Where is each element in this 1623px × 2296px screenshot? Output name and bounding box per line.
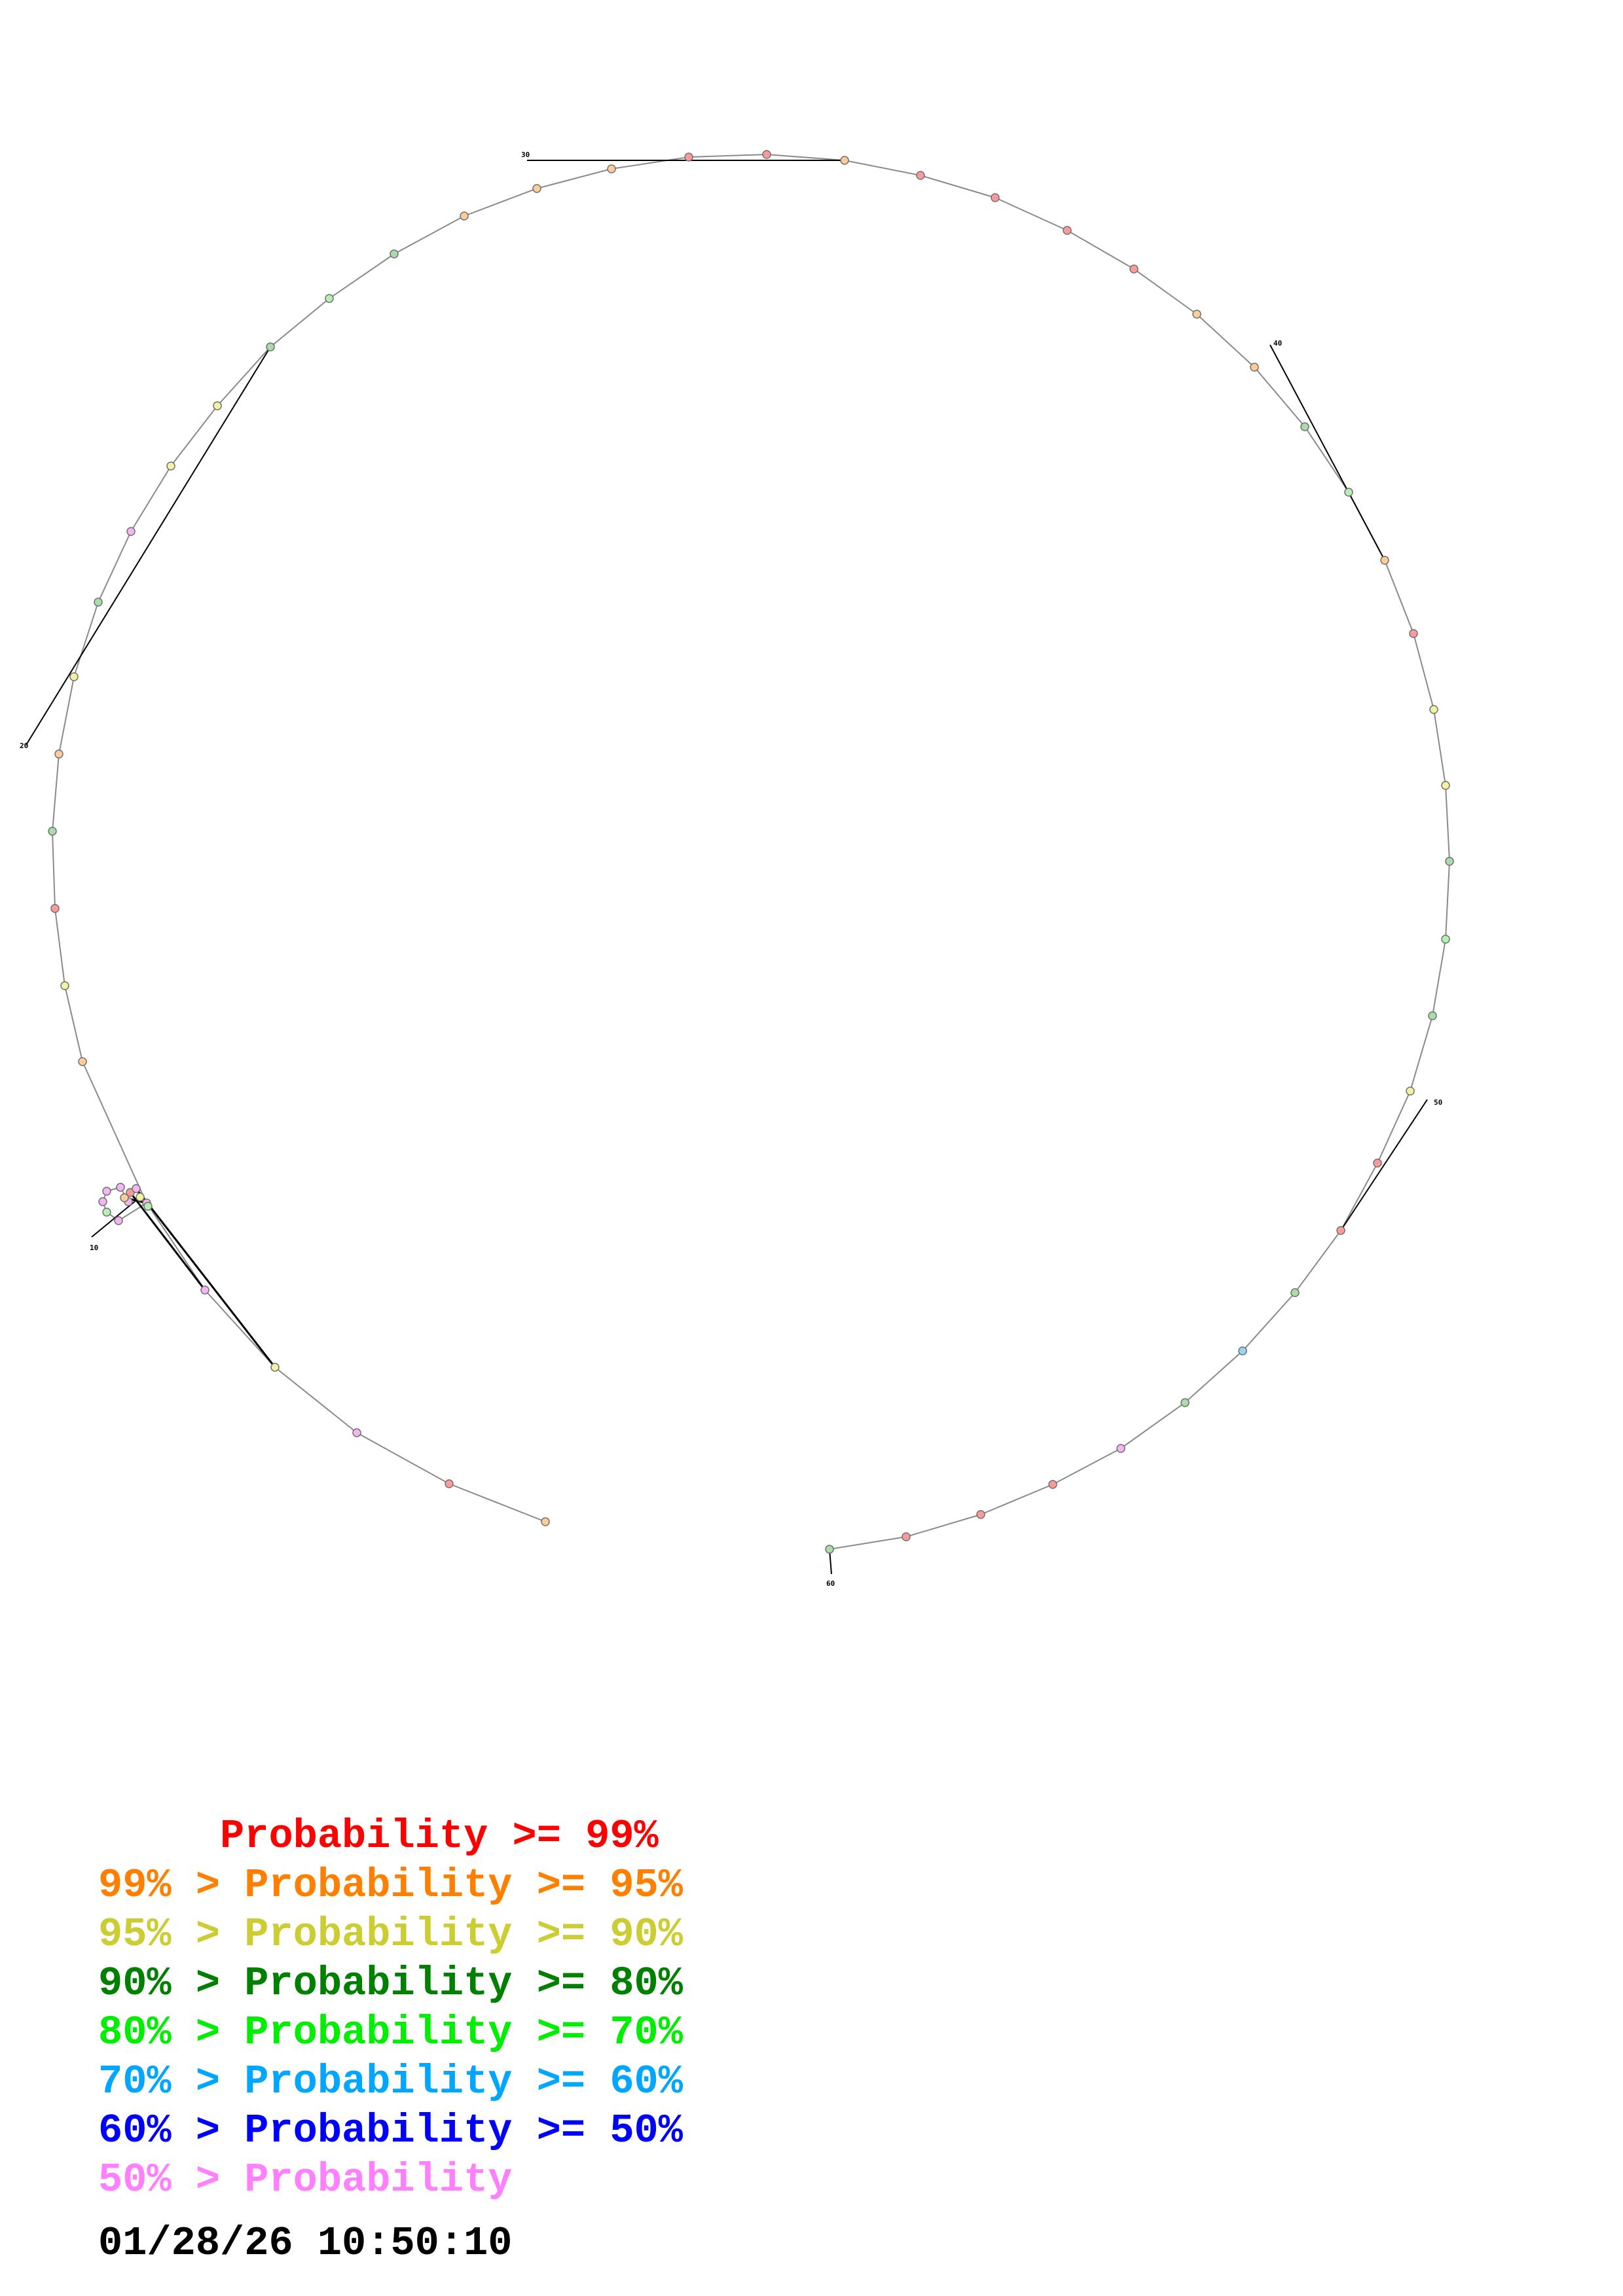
position-label: 40 — [1273, 339, 1282, 348]
legend-row-4: 90% > Probability >= 80% — [98, 1960, 683, 2007]
nucleotide — [213, 401, 222, 410]
nucleotide — [200, 1285, 210, 1295]
position-label: 60 — [826, 1579, 835, 1588]
nucleotide — [1336, 1226, 1345, 1235]
nucleotide — [684, 152, 693, 162]
position-label: 20 — [20, 742, 28, 750]
nucleotide — [1441, 935, 1450, 944]
base-pair-bonds — [124, 1188, 276, 1368]
nucleotide — [1409, 629, 1418, 638]
nucleotide — [1180, 1398, 1190, 1407]
nucleotide — [48, 827, 57, 836]
legend-row-5: 80% > Probability >= 70% — [98, 2009, 683, 2056]
nucleotide — [120, 1193, 129, 1202]
nucleotides — [48, 150, 1454, 1554]
nucleotide — [1116, 1444, 1125, 1453]
nucleotide — [1129, 264, 1139, 274]
nucleotide — [102, 1208, 111, 1217]
nucleotide — [102, 1187, 111, 1196]
nucleotide — [54, 749, 64, 759]
position-ticks: 10 20 30 40 50 60 — [20, 151, 1442, 1588]
nucleotide — [390, 249, 399, 259]
nucleotide — [1250, 363, 1259, 372]
nucleotide — [460, 211, 469, 221]
nucleotide — [69, 672, 79, 681]
nucleotide — [94, 598, 103, 607]
nucleotide — [840, 156, 849, 165]
nucleotide — [1290, 1288, 1300, 1297]
nucleotide — [352, 1428, 361, 1437]
rna-structure-diagram: 10 20 30 40 50 60 — [20, 150, 1454, 1588]
nucleotide — [991, 193, 1000, 202]
nucleotide — [1406, 1086, 1415, 1096]
nucleotide — [1344, 488, 1353, 497]
nucleotide — [1445, 857, 1454, 866]
nucleotide — [50, 904, 60, 913]
position-tick — [1269, 344, 1385, 561]
probability-legend: Probability >= 99% 99% > Probability >= … — [98, 1812, 683, 2204]
nucleotide — [902, 1532, 911, 1541]
base-pair-bond — [135, 1188, 276, 1368]
nucleotide — [114, 1216, 123, 1225]
nucleotide — [166, 461, 175, 471]
nucleotide — [126, 527, 136, 536]
legend-row-2: 99% > Probability >= 95% — [98, 1862, 683, 1909]
nucleotide — [976, 1510, 985, 1519]
nucleotide — [1373, 1158, 1382, 1168]
nucleotide — [916, 171, 925, 180]
nucleotide — [1428, 1011, 1437, 1020]
nucleotide — [1192, 310, 1201, 319]
position-tick — [26, 346, 271, 745]
timestamp: 01/28/26 10:50:10 — [98, 2220, 513, 2267]
nucleotide — [825, 1545, 834, 1554]
position-label: 30 — [521, 151, 530, 159]
nucleotide — [136, 1193, 145, 1202]
legend-row-6: 70% > Probability >= 60% — [98, 2058, 683, 2105]
nucleotide — [1441, 781, 1450, 790]
legend-row-7: 60% > Probability >= 50% — [98, 2108, 683, 2154]
legend-row-3: 95% > Probability >= 90% — [98, 1911, 683, 1958]
base-pair-bond — [129, 1192, 206, 1291]
nucleotide — [132, 1184, 141, 1193]
position-label: 10 — [90, 1244, 98, 1252]
position-tick — [1340, 1099, 1428, 1231]
position-label: 50 — [1434, 1098, 1442, 1107]
nucleotide — [607, 164, 616, 173]
nucleotide — [325, 294, 334, 303]
nucleotide — [116, 1183, 125, 1192]
legend-row-8: 50% > Probability — [98, 2157, 513, 2203]
nucleotide — [78, 1057, 87, 1066]
nucleotide — [60, 981, 69, 990]
legend-row-1: Probability >= 99% — [98, 1813, 659, 1859]
nucleotide — [1063, 226, 1072, 235]
nucleotide — [1238, 1346, 1247, 1355]
nucleotide — [266, 342, 275, 351]
nucleotide — [1429, 705, 1438, 714]
backbone-line — [51, 153, 1451, 1550]
nucleotide — [445, 1479, 454, 1488]
nucleotide — [541, 1517, 550, 1526]
nucleotide — [1380, 556, 1389, 565]
nucleotide — [762, 150, 771, 159]
nucleotide — [1048, 1480, 1057, 1489]
nucleotide — [532, 184, 541, 193]
nucleotide — [270, 1363, 280, 1372]
nucleotide — [143, 1202, 153, 1211]
nucleotide — [1300, 422, 1309, 431]
nucleotide — [98, 1197, 107, 1206]
